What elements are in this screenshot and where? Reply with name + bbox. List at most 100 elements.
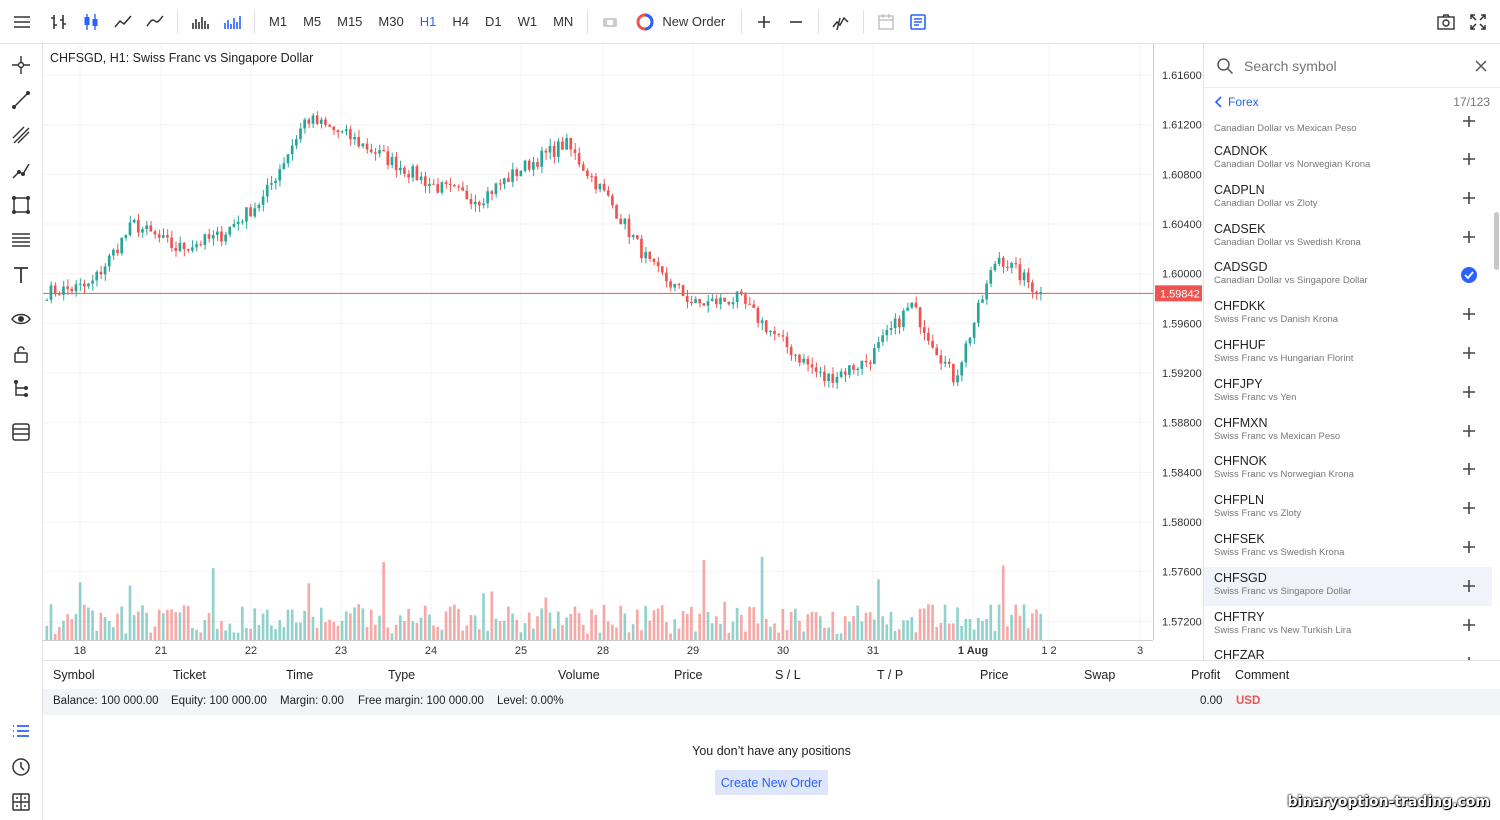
volume-bar — [885, 624, 889, 640]
timeframe-h1[interactable]: H1 — [419, 13, 437, 29]
zoom-out-icon[interactable] — [780, 0, 812, 44]
list-item[interactable]: CHFTRY Swiss Franc vs New Turkish Lira — [1204, 606, 1492, 645]
volume-bar — [145, 612, 148, 640]
eye-icon[interactable] — [10, 308, 32, 330]
back-button[interactable]: Forex — [1214, 95, 1259, 109]
list-item[interactable]: CHFNOK Swiss Franc vs Norwegian Krona — [1204, 450, 1492, 489]
calendar-icon[interactable] — [870, 0, 902, 44]
plus-icon[interactable] — [1460, 654, 1478, 660]
timeframe-m5[interactable]: M5 — [303, 13, 322, 29]
candle — [802, 358, 805, 363]
menu-icon[interactable] — [0, 0, 43, 44]
list-item[interactable]: CHFZAR — [1204, 644, 1492, 660]
candle — [727, 301, 731, 305]
list-item[interactable]: CHFSEK Swiss Franc vs Swedish Krona — [1204, 528, 1492, 567]
object-tree-icon[interactable] — [10, 378, 32, 400]
checked-icon[interactable] — [1460, 266, 1478, 284]
scrollbar[interactable] — [1492, 116, 1500, 660]
candle — [852, 365, 855, 370]
volume-bar — [785, 630, 789, 640]
volume-icon[interactable] — [184, 0, 216, 44]
plus-icon[interactable] — [1460, 422, 1478, 440]
volume-colored-icon[interactable] — [216, 0, 248, 44]
zoom-in-icon[interactable] — [748, 0, 780, 44]
candle — [511, 169, 514, 182]
list-item[interactable]: CHFSGD Swiss Franc vs Singapore Dollar — [1204, 566, 1492, 606]
candle — [952, 363, 955, 383]
list-item[interactable]: CHFPLN Swiss Franc vs Zloty — [1204, 489, 1492, 528]
plus-icon[interactable] — [1460, 577, 1478, 595]
timeframe-h4[interactable]: H4 — [452, 13, 469, 29]
timeframe-w1[interactable]: W1 — [517, 13, 538, 29]
create-new-order-button[interactable]: Create New Order — [715, 770, 828, 795]
candle — [436, 184, 440, 193]
candle — [1010, 263, 1013, 268]
templates-icon[interactable] — [902, 0, 934, 44]
volume-bar — [798, 620, 801, 640]
timeframe-m15[interactable]: M15 — [337, 13, 363, 29]
area-line-icon[interactable] — [139, 0, 171, 44]
close-icon[interactable] — [1474, 59, 1488, 73]
candle — [66, 286, 69, 289]
new-order-button[interactable]: New Order — [626, 13, 735, 31]
plus-icon[interactable] — [1460, 305, 1478, 323]
volume-bar — [157, 609, 161, 640]
candle — [507, 178, 510, 182]
toolbar-divider — [741, 9, 743, 34]
history-icon[interactable] — [10, 756, 32, 778]
plus-icon[interactable] — [1460, 499, 1478, 517]
indicators-icon[interactable] — [825, 0, 857, 44]
lock-icon[interactable] — [10, 343, 32, 365]
trend-line-icon[interactable] — [10, 89, 32, 111]
crosshair-icon[interactable] — [10, 54, 32, 76]
one-click-trading-icon[interactable] — [594, 0, 626, 44]
plus-icon[interactable] — [1460, 228, 1478, 246]
timeframe-m1[interactable]: M1 — [269, 13, 288, 29]
chart-canvas[interactable]: 1.59842 1.61600 1.61200 1.60800 1.60400 1.600… — [43, 44, 1203, 660]
layers-icon[interactable] — [10, 421, 32, 443]
text-icon[interactable] — [10, 264, 32, 286]
volume-bar — [1010, 614, 1013, 640]
candle — [960, 362, 963, 376]
journal-icon[interactable] — [10, 791, 32, 813]
list-item[interactable]: CADNOK Canadian Dollar vs Norwegian Krona — [1204, 140, 1492, 179]
fibonacci-icon[interactable] — [10, 229, 32, 251]
positions-list-icon[interactable] — [10, 721, 32, 743]
bar-chart-icon[interactable] — [43, 0, 75, 44]
list-item[interactable]: CADPLN Canadian Dollar vs Zloty — [1204, 179, 1492, 218]
candle — [107, 255, 111, 267]
plus-icon[interactable] — [1460, 616, 1478, 634]
search-input[interactable] — [1244, 57, 1474, 74]
plus-icon[interactable] — [1460, 383, 1478, 401]
candle — [257, 204, 261, 209]
list-item[interactable]: CADSGD Canadian Dollar vs Singapore Dolla… — [1204, 256, 1492, 295]
list-item[interactable]: CADSEK Canadian Dollar vs Swedish Krona — [1204, 218, 1492, 257]
candle — [627, 218, 631, 237]
candle — [1014, 263, 1018, 265]
candle — [157, 234, 161, 238]
fullscreen-icon[interactable] — [1462, 0, 1494, 44]
plus-icon[interactable] — [1460, 150, 1478, 168]
list-item[interactable]: Canadian Dollar vs Mexican Peso — [1204, 116, 1492, 140]
scroll-thumb[interactable] — [1494, 212, 1499, 270]
timeframe-m30[interactable]: M30 — [378, 13, 404, 29]
list-item[interactable]: CHFDKK Swiss Franc vs Danish Krona — [1204, 295, 1492, 334]
timeframe-mn[interactable]: MN — [553, 13, 574, 29]
candles-icon[interactable] — [75, 0, 107, 44]
list-item[interactable]: CHFJPY Swiss Franc vs Yen — [1204, 373, 1492, 412]
price-chart[interactable]: 1.59842 1.61600 1.61200 1.60800 1.60400 1.600… — [43, 44, 1203, 660]
pitchfork-icon[interactable] — [10, 159, 32, 181]
list-item[interactable]: CHFHUF Swiss Franc vs Hungarian Florint — [1204, 334, 1492, 373]
list-item[interactable]: CHFMXN Swiss Franc vs Mexican Peso — [1204, 412, 1492, 451]
line-chart-icon[interactable] — [107, 0, 139, 44]
plus-icon[interactable] — [1460, 538, 1478, 556]
timeframe-d1[interactable]: D1 — [484, 13, 502, 29]
plus-icon[interactable] — [1460, 116, 1478, 130]
plus-icon[interactable] — [1460, 189, 1478, 207]
symbol-description: Swiss Franc vs Danish Krona — [1214, 314, 1339, 326]
plus-icon[interactable] — [1460, 460, 1478, 478]
screenshot-icon[interactable] — [1430, 0, 1462, 44]
shapes-icon[interactable] — [10, 194, 32, 216]
channel-icon[interactable] — [10, 124, 32, 146]
plus-icon[interactable] — [1460, 344, 1478, 362]
